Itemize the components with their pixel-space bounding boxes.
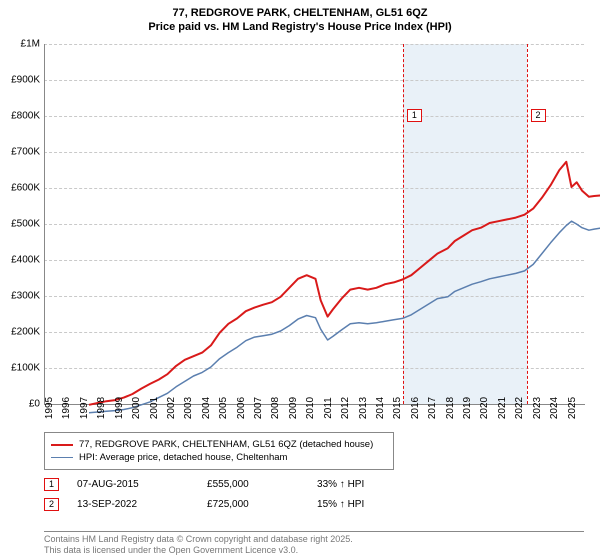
x-tick-label: 1995 — [44, 397, 55, 419]
x-tick-label: 2012 — [340, 397, 351, 419]
footer-attribution: Contains HM Land Registry data © Crown c… — [44, 531, 584, 556]
x-tick-label: 2004 — [201, 397, 212, 419]
transaction-row: 2 13-SEP-2022£725,00015% ↑ HPI — [44, 498, 584, 511]
transaction-price: £555,000 — [207, 479, 317, 490]
x-tick-label: 2024 — [549, 397, 560, 419]
x-tick-label: 2023 — [532, 397, 543, 419]
footer-line-2: This data is licensed under the Open Gov… — [44, 545, 584, 556]
y-tick-label: £0 — [29, 399, 40, 410]
x-tick-label: 2014 — [375, 397, 386, 419]
x-tick-label: 2002 — [166, 397, 177, 419]
x-tick-label: 2015 — [392, 397, 403, 419]
x-tick-label: 2020 — [479, 397, 490, 419]
x-tick-label: 2003 — [183, 397, 194, 419]
transaction-date: 07-AUG-2015 — [77, 479, 207, 490]
x-tick-label: 2000 — [131, 397, 142, 419]
x-tick-label: 2010 — [305, 397, 316, 419]
legend-label: 77, REDGROVE PARK, CHELTENHAM, GL51 6QZ … — [79, 439, 373, 450]
y-tick-label: £600K — [11, 183, 40, 194]
x-tick-label: 2019 — [462, 397, 473, 419]
x-tick-label: 1998 — [96, 397, 107, 419]
y-tick-label: £500K — [11, 219, 40, 230]
title-line-2: Price paid vs. HM Land Registry's House … — [0, 20, 600, 34]
y-tick-label: £1M — [21, 39, 40, 50]
x-tick-label: 2006 — [236, 397, 247, 419]
x-tick-label: 2025 — [567, 397, 578, 419]
series-line — [89, 221, 600, 413]
x-tick-label: 2005 — [218, 397, 229, 419]
x-tick-label: 2018 — [445, 397, 456, 419]
y-tick-label: £100K — [11, 363, 40, 374]
footer-line-1: Contains HM Land Registry data © Crown c… — [44, 534, 584, 545]
line-series-svg — [89, 88, 600, 448]
plot-area — [44, 44, 585, 405]
transaction-row: 1 07-AUG-2015£555,00033% ↑ HPI — [44, 478, 584, 491]
x-tick-label: 2001 — [149, 397, 160, 419]
y-tick-label: £800K — [11, 111, 40, 122]
x-tick-label: 1997 — [79, 397, 90, 419]
legend-item: HPI: Average price, detached house, Chel… — [51, 452, 387, 463]
x-tick-label: 2017 — [427, 397, 438, 419]
x-tick-label: 2008 — [270, 397, 281, 419]
chart-title: 77, REDGROVE PARK, CHELTENHAM, GL51 6QZ … — [0, 0, 600, 35]
transaction-delta: 33% ↑ HPI — [317, 479, 364, 490]
series-line — [89, 162, 600, 405]
transaction-price: £725,000 — [207, 499, 317, 510]
chart-container: 77, REDGROVE PARK, CHELTENHAM, GL51 6QZ … — [0, 0, 600, 560]
y-tick-label: £900K — [11, 75, 40, 86]
x-tick-label: 2009 — [288, 397, 299, 419]
x-tick-label: 2022 — [514, 397, 525, 419]
x-tick-label: 2016 — [410, 397, 421, 419]
transaction-marker: 1 — [44, 478, 59, 491]
y-tick-label: £700K — [11, 147, 40, 158]
x-tick-label: 1996 — [61, 397, 72, 419]
x-tick-label: 2013 — [358, 397, 369, 419]
legend-label: HPI: Average price, detached house, Chel… — [79, 452, 287, 463]
y-tick-label: £400K — [11, 255, 40, 266]
legend-swatch — [51, 457, 73, 458]
y-tick-label: £200K — [11, 327, 40, 338]
x-tick-label: 2011 — [323, 397, 334, 419]
legend: 77, REDGROVE PARK, CHELTENHAM, GL51 6QZ … — [44, 432, 394, 470]
transaction-marker: 2 — [44, 498, 59, 511]
x-tick-label: 2007 — [253, 397, 264, 419]
legend-swatch — [51, 444, 73, 446]
legend-item: 77, REDGROVE PARK, CHELTENHAM, GL51 6QZ … — [51, 439, 387, 450]
transaction-delta: 15% ↑ HPI — [317, 499, 364, 510]
x-tick-label: 1999 — [114, 397, 125, 419]
x-tick-label: 2021 — [497, 397, 508, 419]
title-line-1: 77, REDGROVE PARK, CHELTENHAM, GL51 6QZ — [0, 6, 600, 20]
transaction-date: 13-SEP-2022 — [77, 499, 207, 510]
y-tick-label: £300K — [11, 291, 40, 302]
